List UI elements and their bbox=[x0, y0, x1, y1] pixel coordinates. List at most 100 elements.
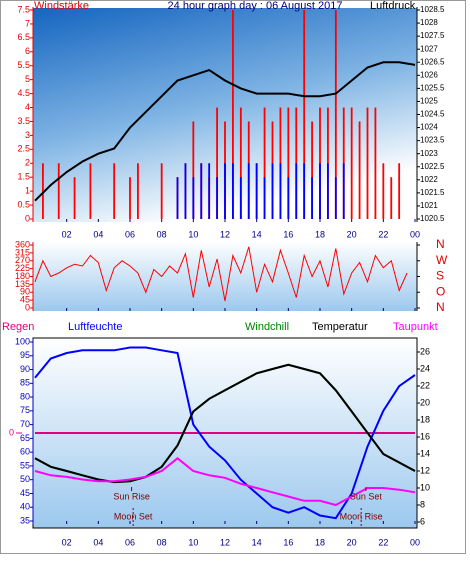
y-tick-label: 4.5 bbox=[17, 88, 30, 98]
y2-tick-label: 1024 bbox=[420, 123, 438, 132]
x-tick-label: 10 bbox=[188, 229, 198, 239]
y2-tick-label: 1022.5 bbox=[420, 162, 445, 171]
x-tick-label: 14 bbox=[252, 229, 262, 239]
x-tick-label: 20 bbox=[347, 537, 357, 547]
y-tick-label: 180 bbox=[15, 271, 30, 281]
y2-tick-label: 1023 bbox=[420, 149, 438, 158]
bar bbox=[263, 107, 266, 219]
y2-tick-label: 1022 bbox=[420, 175, 438, 184]
y-tick-label: 85 bbox=[20, 378, 30, 388]
bar bbox=[287, 177, 290, 219]
y2-tick-label: 18 bbox=[420, 414, 430, 424]
bar bbox=[160, 163, 163, 219]
bar bbox=[374, 107, 377, 219]
y-tick-label: 7 bbox=[25, 18, 30, 28]
y-tick-label: 225 bbox=[15, 263, 30, 273]
bar bbox=[382, 163, 385, 219]
bar bbox=[311, 177, 313, 219]
y2-tick-label: S bbox=[436, 269, 444, 283]
bar bbox=[271, 163, 274, 219]
y2-tick-label: 1026 bbox=[420, 70, 438, 79]
bar bbox=[279, 163, 282, 219]
bar bbox=[113, 163, 116, 219]
bar bbox=[319, 163, 321, 219]
y-tick-label: 75 bbox=[20, 405, 30, 415]
bar bbox=[232, 10, 234, 219]
legend-label: Taupunkt bbox=[393, 321, 438, 333]
y2-tick-label: W bbox=[436, 253, 448, 267]
pressure-line bbox=[34, 61, 416, 202]
y2-tick-label: 1027 bbox=[420, 44, 438, 53]
x-tick-label: 16 bbox=[283, 229, 293, 239]
y2-tick-label: 1021.5 bbox=[420, 188, 445, 197]
bar bbox=[334, 10, 337, 219]
bar bbox=[247, 163, 250, 219]
x-tick-label: 14 bbox=[252, 537, 262, 547]
y2-tick-label: 1021 bbox=[420, 201, 438, 210]
y-tick-label: 45 bbox=[20, 488, 30, 498]
series-line bbox=[34, 246, 408, 302]
bar bbox=[137, 163, 139, 219]
y-tick-label: 5 bbox=[25, 74, 30, 84]
bar bbox=[342, 163, 345, 219]
bar bbox=[216, 107, 218, 219]
annotation: Sun Rise bbox=[113, 491, 150, 501]
bar bbox=[192, 177, 195, 219]
y2-tick-label: 14 bbox=[420, 448, 430, 458]
bar bbox=[89, 163, 92, 219]
y2-tick-label: 1020.5 bbox=[420, 214, 445, 223]
x-tick-label: 18 bbox=[315, 229, 325, 239]
y-tick-label: 1.5 bbox=[17, 172, 30, 182]
y2-tick-label: 16 bbox=[420, 431, 430, 441]
x-tick-label: 08 bbox=[157, 229, 167, 239]
bar bbox=[208, 163, 211, 219]
bar bbox=[303, 163, 306, 219]
y-tick-label: 1 bbox=[25, 186, 30, 196]
x-tick-label: 22 bbox=[378, 229, 388, 239]
bar bbox=[232, 163, 234, 219]
bar bbox=[334, 177, 337, 219]
x-tick-label: 10 bbox=[188, 537, 198, 547]
y2-axis-title: Luftdruck bbox=[370, 0, 416, 12]
bar bbox=[200, 163, 203, 219]
y-tick-label: 35 bbox=[20, 515, 30, 525]
bar bbox=[57, 163, 60, 219]
y2-tick-label: 24 bbox=[420, 363, 430, 373]
bar bbox=[239, 107, 242, 219]
x-tick-label: 12 bbox=[220, 229, 230, 239]
y-tick-label: 0 bbox=[25, 213, 30, 223]
y-tick-label: 70 bbox=[20, 419, 30, 429]
bar bbox=[224, 163, 226, 219]
bar bbox=[398, 163, 401, 219]
bar bbox=[192, 121, 195, 219]
x-tick-label: 02 bbox=[62, 229, 72, 239]
bar bbox=[366, 107, 369, 219]
bar bbox=[255, 163, 258, 219]
x-tick-label: 00 bbox=[410, 229, 420, 239]
series-line bbox=[34, 363, 416, 484]
y2-tick-label: 20 bbox=[420, 397, 430, 407]
bar bbox=[287, 107, 290, 219]
bar bbox=[303, 10, 306, 219]
bar bbox=[358, 121, 361, 219]
y2-tick-label: 1023.5 bbox=[420, 136, 445, 145]
y-tick-label: 2 bbox=[25, 158, 30, 168]
y2-tick-label: 1027.5 bbox=[420, 31, 445, 40]
y-tick-label: 45 bbox=[20, 295, 30, 305]
y2-tick-label: 1025 bbox=[420, 97, 438, 106]
y-tick-label: 315 bbox=[15, 247, 30, 257]
y-tick-label: 4 bbox=[25, 102, 30, 112]
y-tick-label: 100 bbox=[15, 336, 30, 346]
y3-tick-label: 0 bbox=[9, 427, 14, 437]
y2-tick-label: 6 bbox=[420, 516, 425, 526]
bar bbox=[263, 177, 266, 219]
x-tick-label: 18 bbox=[315, 537, 325, 547]
y-axis-title: Windstärke bbox=[34, 0, 89, 12]
x-tick-label: 02 bbox=[62, 537, 72, 547]
y-tick-label: 0 bbox=[25, 302, 30, 312]
y-tick-label: 55 bbox=[20, 460, 30, 470]
bar bbox=[216, 177, 218, 219]
y-tick-label: 60 bbox=[20, 447, 30, 457]
y-tick-label: 3 bbox=[25, 130, 30, 140]
legend-label: Temperatur bbox=[312, 321, 368, 333]
